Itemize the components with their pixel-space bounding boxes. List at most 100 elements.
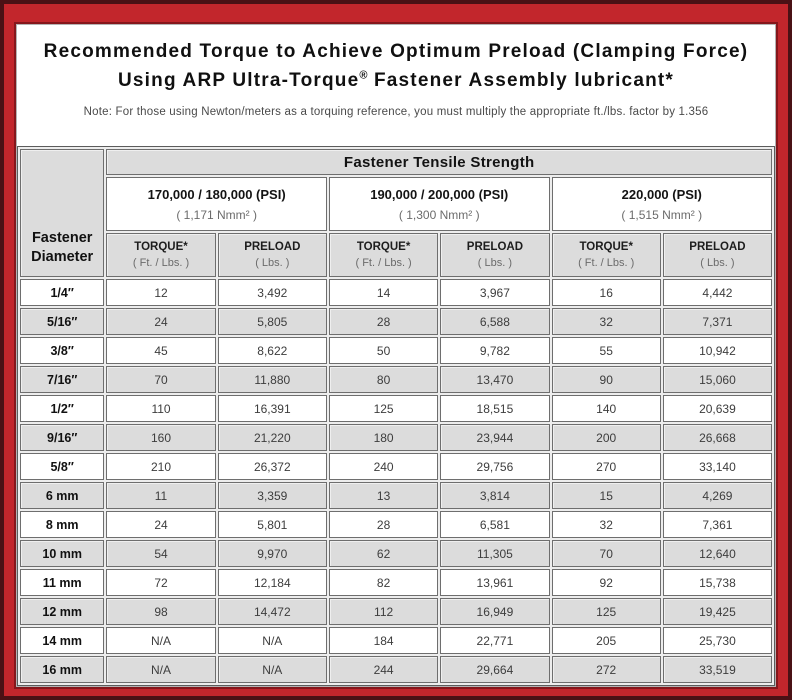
- diameter-cell: 16 mm: [20, 656, 105, 683]
- preload-value-cell: 25,730: [662, 627, 772, 654]
- preload-value-cell: 26,372: [217, 453, 327, 480]
- preload-value-cell: 8,622: [217, 337, 327, 364]
- torque-value-cell: 160: [106, 424, 216, 451]
- torque-value-cell: 270: [551, 453, 661, 480]
- torque-value-cell: 244: [328, 656, 439, 683]
- torque-value-cell: 70: [551, 540, 661, 567]
- preload-value-cell: N/A: [217, 656, 327, 683]
- diameter-cell: 5/16″: [20, 308, 105, 335]
- table-row: 5/16″ 24 5,805 28 6,588 32 7,371: [20, 308, 772, 335]
- torque-value-cell: 50: [328, 337, 439, 364]
- preload-value-cell: 16,391: [217, 395, 327, 422]
- torque-value-cell: 82: [328, 569, 439, 596]
- preload-column-header: PRELOAD ( Lbs. ): [440, 233, 550, 277]
- preload-value-cell: 4,269: [662, 482, 772, 509]
- table-row: 11 mm 72 12,184 82 13,961 92 15,738: [20, 569, 772, 596]
- torque-value-cell: 180: [328, 424, 439, 451]
- preload-column-header: PRELOAD ( Lbs. ): [662, 233, 772, 277]
- title-line-2: Using ARP Ultra-Torque® Fastener Assembl…: [117, 70, 675, 92]
- preload-value-cell: 23,944: [440, 424, 550, 451]
- table-row: 9/16″ 160 21,220 180 23,944 200 26,668: [20, 424, 772, 451]
- torque-value-cell: 55: [551, 337, 661, 364]
- torque-value-cell: 90: [551, 366, 661, 393]
- torque-value-cell: 16: [551, 279, 661, 306]
- registered-mark: ®: [359, 70, 368, 83]
- nmm-sub-label: ( 1,171 Nmm² ): [176, 207, 257, 222]
- preload-value-cell: 15,060: [662, 366, 772, 393]
- preload-value-cell: 12,184: [217, 569, 327, 596]
- torque-value-cell: 140: [551, 395, 661, 422]
- page-title: Recommended Torque to Achieve Optimum Pr…: [27, 37, 765, 96]
- torque-value-cell: 45: [106, 337, 216, 364]
- preload-value-cell: 22,771: [440, 627, 550, 654]
- torque-column-header: TORQUE* ( Ft. / Lbs. ): [328, 233, 439, 277]
- preload-value-cell: 26,668: [662, 424, 772, 451]
- preload-value-cell: 7,371: [662, 308, 772, 335]
- preload-value-cell: 10,942: [662, 337, 772, 364]
- diameter-cell: 6 mm: [20, 482, 105, 509]
- diameter-cell: 9/16″: [20, 424, 105, 451]
- torque-value-cell: 272: [551, 656, 661, 683]
- torque-value-cell: 80: [328, 366, 439, 393]
- torque-value-cell: 15: [551, 482, 661, 509]
- torque-value-cell: 62: [328, 540, 439, 567]
- psi-label: 220,000 (PSI): [621, 186, 702, 202]
- preload-value-cell: 9,782: [440, 337, 550, 364]
- diameter-cell: 8 mm: [20, 511, 105, 538]
- diameter-cell: 1/4″: [20, 279, 105, 306]
- psi-group-row: 170,000 / 180,000 (PSI) ( 1,171 Nmm² ) 1…: [20, 177, 772, 231]
- preload-value-cell: 29,664: [440, 656, 550, 683]
- torque-value-cell: 28: [328, 308, 439, 335]
- psi-label: 190,000 / 200,000 (PSI): [370, 186, 509, 202]
- diameter-cell: 10 mm: [20, 540, 105, 567]
- note-text: Note: For those using Newton/meters as a…: [83, 105, 709, 118]
- torque-value-cell: 12: [106, 279, 216, 306]
- preload-value-cell: 29,756: [440, 453, 550, 480]
- torque-value-cell: 125: [551, 598, 661, 625]
- torque-value-cell: 210: [106, 453, 216, 480]
- table-row: 6 mm 11 3,359 13 3,814 15 4,269: [20, 482, 772, 509]
- table-row: 3/8″ 45 8,622 50 9,782 55 10,942: [20, 337, 772, 364]
- psi-group-header-1: 170,000 / 180,000 (PSI) ( 1,171 Nmm² ): [106, 177, 327, 231]
- torque-value-cell: 14: [328, 279, 439, 306]
- torque-table: Fastener Diameter Fastener Tensile Stren…: [17, 146, 775, 686]
- torque-value-cell: 72: [106, 569, 216, 596]
- preload-value-cell: 11,880: [217, 366, 327, 393]
- preload-value-cell: 13,470: [440, 366, 550, 393]
- diameter-cell: 12 mm: [20, 598, 105, 625]
- preload-value-cell: 4,442: [662, 279, 772, 306]
- nmm-sub-label: ( 1,300 Nmm² ): [398, 207, 480, 222]
- preload-value-cell: 33,140: [662, 453, 772, 480]
- table-row: 10 mm 54 9,970 62 11,305 70 12,640: [20, 540, 772, 567]
- psi-group-header-2: 190,000 / 200,000 (PSI) ( 1,300 Nmm² ): [328, 177, 550, 231]
- preload-value-cell: 9,970: [217, 540, 327, 567]
- preload-value-cell: 21,220: [217, 424, 327, 451]
- diameter-cell: 11 mm: [20, 569, 105, 596]
- torque-value-cell: 125: [328, 395, 439, 422]
- preload-value-cell: 15,738: [662, 569, 772, 596]
- diameter-cell: 1/2″: [20, 395, 105, 422]
- torque-value-cell: 98: [106, 598, 216, 625]
- torque-value-cell: 11: [106, 482, 216, 509]
- preload-value-cell: 20,639: [662, 395, 772, 422]
- torque-value-cell: 24: [106, 511, 216, 538]
- diameter-cell: 5/8″: [20, 453, 105, 480]
- table-row: 8 mm 24 5,801 28 6,581 32 7,361: [20, 511, 772, 538]
- table-row: 5/8″ 210 26,372 240 29,756 270 33,140: [20, 453, 772, 480]
- preload-value-cell: 3,814: [440, 482, 550, 509]
- preload-value-cell: 16,949: [440, 598, 550, 625]
- preload-value-cell: 12,640: [662, 540, 772, 567]
- preload-value-cell: 5,805: [217, 308, 327, 335]
- preload-value-cell: 11,305: [440, 540, 550, 567]
- torque-value-cell: 28: [328, 511, 439, 538]
- tensile-strength-row: Fastener Diameter Fastener Tensile Stren…: [20, 149, 772, 277]
- preload-value-cell: 14,472: [217, 598, 327, 625]
- preload-value-cell: N/A: [217, 627, 327, 654]
- psi-group-header-3: 220,000 (PSI) ( 1,515 Nmm² ): [551, 177, 772, 231]
- torque-value-cell: 32: [551, 511, 661, 538]
- torque-value-cell: 92: [551, 569, 661, 596]
- table-row: 12 mm 98 14,472 112 16,949 125 19,425: [20, 598, 772, 625]
- table-body: 1/4″ 12 3,492 14 3,967 16 4,442 5/16″ 24 5,805 28 6…: [20, 279, 772, 683]
- torque-value-cell: 205: [551, 627, 661, 654]
